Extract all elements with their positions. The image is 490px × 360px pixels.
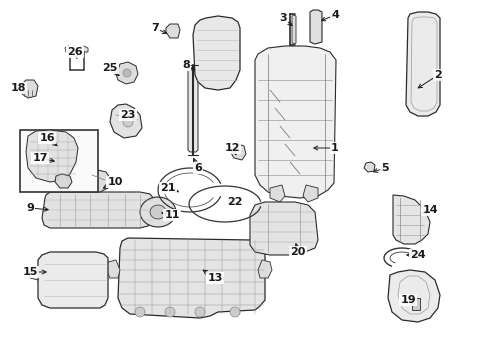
Text: 21: 21 (160, 183, 176, 193)
Text: 1: 1 (331, 143, 339, 153)
Polygon shape (270, 185, 285, 202)
Text: 11: 11 (164, 210, 180, 220)
Polygon shape (30, 268, 38, 280)
Text: 13: 13 (207, 273, 222, 283)
Polygon shape (42, 192, 155, 228)
Polygon shape (106, 260, 120, 278)
Text: 14: 14 (422, 205, 438, 215)
Polygon shape (140, 197, 176, 227)
Text: 26: 26 (67, 47, 83, 57)
Bar (20, 130, 98, 192)
Text: 22: 22 (227, 197, 243, 207)
Polygon shape (65, 46, 72, 52)
Polygon shape (116, 62, 138, 84)
Polygon shape (195, 58, 210, 72)
Polygon shape (258, 260, 272, 278)
Text: 10: 10 (107, 177, 122, 187)
Circle shape (135, 307, 145, 317)
Text: 23: 23 (121, 110, 136, 120)
Polygon shape (118, 238, 265, 318)
Polygon shape (388, 270, 440, 322)
Polygon shape (38, 252, 108, 308)
Text: 17: 17 (32, 153, 48, 163)
Text: 19: 19 (400, 295, 416, 305)
Text: 25: 25 (102, 63, 118, 73)
Text: 16: 16 (39, 133, 55, 143)
Circle shape (123, 117, 133, 127)
Text: 15: 15 (23, 267, 38, 277)
Text: 3: 3 (279, 13, 287, 23)
Polygon shape (303, 185, 318, 202)
Polygon shape (231, 144, 246, 160)
Polygon shape (110, 104, 142, 138)
Polygon shape (193, 16, 240, 90)
Polygon shape (406, 12, 440, 116)
Polygon shape (55, 174, 72, 188)
Polygon shape (87, 170, 110, 192)
Text: 8: 8 (182, 60, 190, 70)
Text: 6: 6 (194, 163, 202, 173)
Text: 5: 5 (381, 163, 389, 173)
Polygon shape (188, 68, 198, 152)
Polygon shape (150, 205, 166, 219)
Polygon shape (255, 46, 336, 198)
Polygon shape (166, 24, 180, 38)
Polygon shape (364, 162, 375, 172)
Text: 2: 2 (434, 70, 442, 80)
Text: 4: 4 (331, 10, 339, 20)
Text: 9: 9 (26, 203, 34, 213)
Circle shape (123, 69, 131, 77)
Polygon shape (250, 202, 318, 255)
Text: 12: 12 (224, 143, 240, 153)
Circle shape (165, 307, 175, 317)
Text: 7: 7 (151, 23, 159, 33)
Polygon shape (26, 130, 78, 182)
Text: 18: 18 (10, 83, 26, 93)
Text: 20: 20 (290, 247, 306, 257)
Polygon shape (81, 46, 88, 52)
Polygon shape (20, 80, 38, 98)
Polygon shape (393, 195, 430, 244)
Text: 24: 24 (410, 250, 426, 260)
Circle shape (195, 307, 205, 317)
Polygon shape (292, 15, 296, 44)
Polygon shape (412, 298, 420, 310)
Circle shape (230, 307, 240, 317)
Polygon shape (310, 10, 322, 44)
